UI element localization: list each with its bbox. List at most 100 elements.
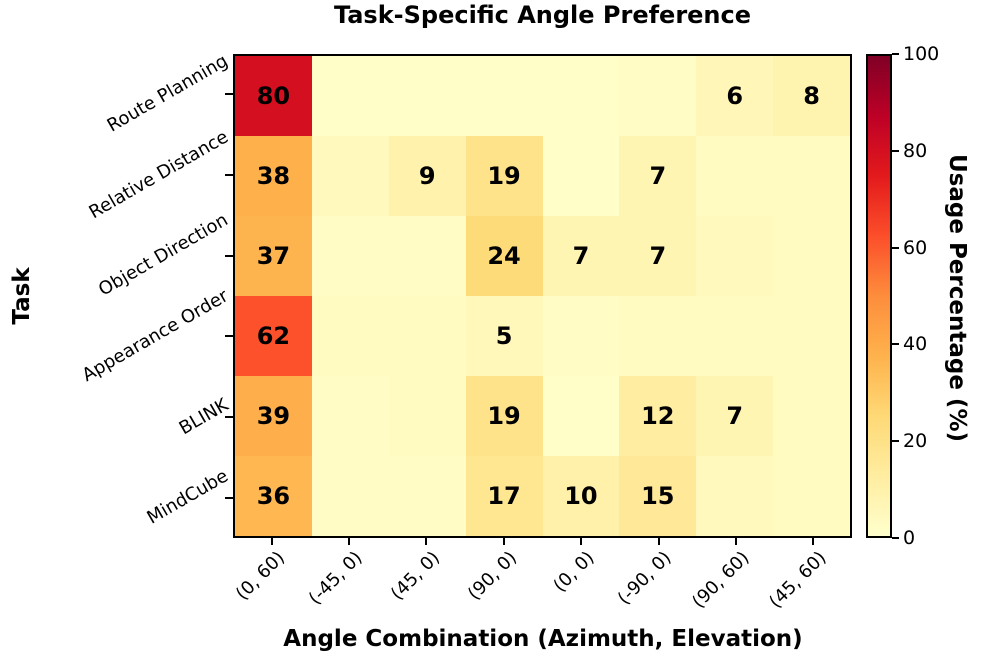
x-tick-label: (0, 60) (231, 547, 289, 605)
heatmap-cell (388, 216, 466, 296)
heatmap-grid: 80 6 8 38 9 19 7 37 24 7 7 62 5 39 19 12 7 36 17 10 15 (233, 54, 852, 538)
heatmap-cell (773, 216, 850, 296)
heatmap-cell (542, 296, 620, 376)
x-tick-label: (90, 0) (463, 547, 521, 605)
cell-value-label: 17 (487, 482, 521, 510)
heatmap-cell (311, 456, 389, 536)
x-tick-label: (45, 0) (386, 547, 444, 605)
heatmap-cell: 17 (465, 456, 543, 536)
heatmap-cell (311, 136, 389, 216)
cell-value-label: 7 (649, 162, 667, 190)
colorbar (866, 54, 892, 538)
heatmap-cell (311, 296, 389, 376)
axis-tick (225, 496, 233, 499)
heatmap-cell: 24 (465, 216, 543, 296)
y-tick-label: BLINK (175, 394, 232, 439)
heatmap-cell (619, 56, 697, 136)
heatmap-cell (773, 376, 850, 456)
heatmap-cell (773, 136, 850, 216)
y-axis-title: Task (9, 267, 35, 325)
cell-value-label: 7 (572, 242, 590, 270)
axis-tick (225, 416, 233, 418)
cell-value-label: 36 (256, 482, 291, 510)
cell-value-label: 38 (256, 162, 291, 190)
axis-tick (812, 538, 815, 545)
cell-value-label: 12 (641, 402, 675, 430)
axis-tick (502, 538, 505, 545)
colorbar-tick (892, 343, 899, 346)
heatmap-cell: 5 (465, 296, 543, 376)
colorbar-tick (892, 537, 899, 539)
colorbar-tick (892, 246, 899, 249)
heatmap-cell: 7 (696, 376, 774, 456)
x-tick-label: (-90, 0) (613, 547, 676, 610)
heatmap-cell: 38 (235, 136, 312, 216)
axis-tick (580, 538, 583, 545)
axis-tick (225, 174, 233, 176)
heatmap-cell (696, 296, 774, 376)
heatmap-cell (619, 296, 697, 376)
heatmap-cell: 8 (773, 56, 850, 136)
cell-value-label: 10 (564, 482, 598, 510)
cell-value-label: 7 (649, 242, 667, 270)
x-axis-title: Angle Combination (Azimuth, Elevation) (283, 626, 803, 652)
heatmap-cell: 39 (235, 376, 312, 456)
cell-value-label: 19 (487, 162, 521, 190)
cell-value-label: 62 (256, 322, 291, 350)
cell-value-label: 7 (726, 402, 744, 430)
colorbar-tick (892, 149, 899, 152)
y-tick-label: Route Planning (104, 50, 232, 137)
cell-value-label: 80 (256, 82, 291, 110)
cell-value-label: 6 (726, 82, 744, 110)
y-tick-label: Appearance Order (78, 285, 233, 387)
colorbar-tick-label: 20 (903, 430, 928, 453)
heatmap-cell: 7 (542, 216, 620, 296)
heatmap-cell: 9 (388, 136, 466, 216)
cell-value-label: 8 (803, 82, 820, 110)
heatmap-cell: 80 (235, 56, 312, 136)
y-tick-label: Object Direction (95, 209, 232, 301)
x-tick-label: (0, 0) (549, 547, 599, 597)
cell-value-label: 9 (418, 162, 436, 190)
colorbar-tick-label: 40 (903, 333, 928, 356)
cell-value-label: 24 (487, 242, 521, 270)
heatmap-cell: 10 (542, 456, 620, 536)
x-tick-label: (45, 60) (765, 547, 831, 613)
heatmap-cell (542, 136, 620, 216)
heatmap-cell (696, 216, 774, 296)
heatmap-cell (696, 136, 774, 216)
colorbar-tick-label: 100 (903, 43, 940, 65)
cell-value-label: 37 (256, 242, 291, 270)
y-tick-label: MindCube (143, 465, 232, 529)
heatmap-cell (542, 376, 620, 456)
colorbar-tick-label: 80 (903, 139, 928, 162)
colorbar-tick-label: 60 (903, 236, 928, 259)
heatmap-cell (311, 56, 389, 136)
heatmap-cell (388, 296, 466, 376)
cell-value-label: 15 (641, 482, 675, 510)
heatmap-cell (388, 456, 466, 536)
heatmap-cell (388, 56, 466, 136)
axis-tick (270, 538, 273, 545)
heatmap-cell (388, 376, 466, 456)
axis-tick (225, 254, 233, 257)
heatmap-cell (542, 56, 620, 136)
heatmap-cell (311, 376, 389, 456)
heatmap-cell (311, 216, 389, 296)
heatmap-cell: 19 (465, 376, 543, 456)
heatmap-cell (465, 56, 543, 136)
chart-title: Task-Specific Angle Preference (333, 1, 752, 29)
colorbar-tick (892, 53, 899, 55)
colorbar-tick (892, 440, 899, 443)
heatmap-cell: 6 (696, 56, 774, 136)
y-tick-label: Relative Distance (85, 126, 232, 223)
heatmap-cell: 62 (235, 296, 312, 376)
x-tick-label: (-45, 0) (304, 547, 367, 610)
colorbar-tick-label: 0 (903, 527, 916, 549)
heatmap-cell: 7 (619, 136, 697, 216)
cell-value-label: 5 (495, 322, 513, 350)
colorbar-label: Usage Percentage (%) (944, 153, 970, 443)
cell-value-label: 39 (256, 402, 291, 430)
x-tick-label: (90, 60) (687, 547, 754, 613)
